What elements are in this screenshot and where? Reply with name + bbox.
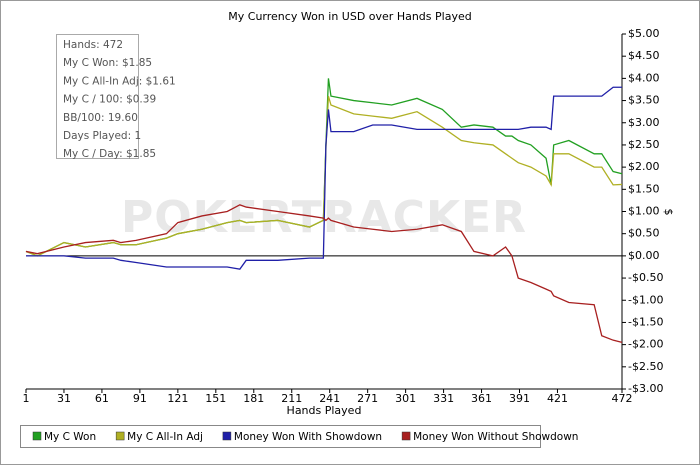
legend-label: My C All-In Adj	[127, 431, 203, 443]
x-tick-label: 121	[167, 392, 188, 405]
y-tick-label: -$3.00	[628, 382, 663, 395]
info-line: My C / 100: $0.39	[63, 94, 156, 106]
x-tick-label: 241	[319, 392, 340, 405]
legend-swatch	[32, 431, 42, 441]
y-tick-label: $5.00	[628, 27, 660, 40]
y-tick-label: $2.50	[628, 138, 660, 151]
x-tick-label: 301	[395, 392, 416, 405]
info-line: My C All-In Adj: $1.61	[63, 75, 176, 87]
info-line: My C / Day: $1.85	[63, 148, 156, 160]
x-tick-label: 271	[357, 392, 378, 405]
y-tick-label: $4.00	[628, 71, 660, 84]
y-tick-label: -$0.50	[628, 271, 663, 284]
x-tick-label: 31	[57, 392, 71, 405]
legend-label: Money Won With Showdown	[234, 431, 382, 443]
x-tick-label: 331	[433, 392, 454, 405]
y-tick-label: $1.00	[628, 205, 660, 218]
x-tick-label: 61	[95, 392, 109, 405]
info-line: Days Played: 1	[63, 130, 141, 142]
x-tick-label: 361	[471, 392, 492, 405]
y-tick-label: $3.00	[628, 116, 660, 129]
y-tick-label: -$1.50	[628, 315, 663, 328]
x-tick-label: 1	[23, 392, 30, 405]
x-tick-label: 211	[281, 392, 302, 405]
x-tick-label: 391	[509, 392, 530, 405]
x-tick-label: 472	[612, 392, 633, 405]
y-tick-label: $0.50	[628, 227, 660, 240]
legend-label: Money Won Without Showdown	[413, 431, 578, 443]
info-line: My C Won: $1.85	[63, 57, 152, 69]
x-tick-label: 181	[243, 392, 264, 405]
series-line	[26, 86, 622, 270]
x-axis-label: Hands Played	[287, 404, 362, 417]
y-axis-label: $	[662, 209, 675, 216]
legend-swatch	[222, 431, 232, 441]
y-tick-label: $0.00	[628, 249, 660, 262]
y-tick-label: $2.00	[628, 160, 660, 173]
legend-label: My C Won	[44, 431, 96, 443]
legend-box	[20, 425, 541, 448]
y-tick-label: -$1.00	[628, 293, 663, 306]
legend-swatch	[401, 431, 411, 441]
info-line: BB/100: 19.60	[63, 112, 138, 124]
y-tick-label: $1.50	[628, 182, 660, 195]
info-line: Hands: 472	[63, 39, 123, 51]
y-tick-label: -$2.50	[628, 360, 663, 373]
y-tick-label: -$2.00	[628, 338, 663, 351]
info-box	[56, 34, 139, 159]
x-tick-label: 91	[133, 392, 147, 405]
x-tick-label: 421	[547, 392, 568, 405]
series-line	[25, 204, 623, 344]
y-tick-label: $3.50	[628, 94, 660, 107]
legend-swatch	[115, 431, 125, 441]
y-tick-label: $4.50	[628, 49, 660, 62]
x-tick-label: 151	[205, 392, 226, 405]
chart-title: My Currency Won in USD over Hands Played	[228, 10, 471, 23]
series-line	[25, 95, 623, 257]
